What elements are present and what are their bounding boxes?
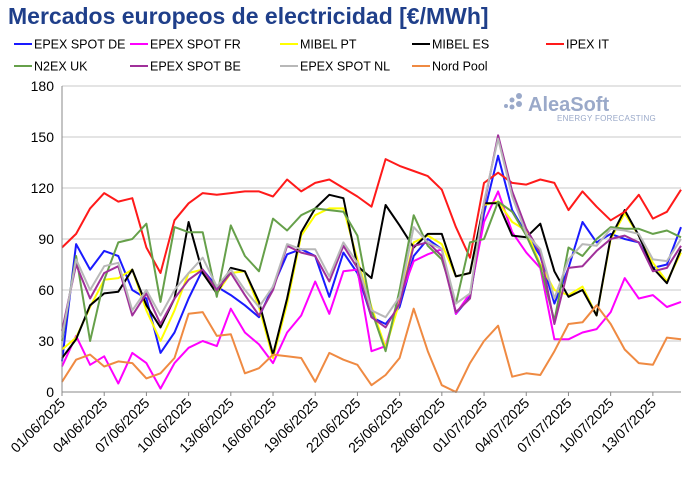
y-tick-label: 0 bbox=[46, 384, 54, 400]
legend-label: EPEX SPOT DE bbox=[34, 38, 125, 52]
y-tick-label: 120 bbox=[31, 180, 55, 196]
legend-label: EPEX SPOT BE bbox=[150, 60, 241, 74]
series-line bbox=[61, 304, 682, 393]
legend: EPEX SPOT DE EPEX SPOT FR MIBEL PT MIBEL ES… bbox=[14, 38, 609, 74]
legend-label: EPEX SPOT FR bbox=[150, 38, 241, 52]
watermark-brand: AleaSoft bbox=[528, 94, 609, 116]
watermark-logo: AleaSoft ENERGY FORECASTING bbox=[504, 93, 656, 123]
chart-title: Mercados europeos de electricidad [€/MWh… bbox=[8, 3, 489, 29]
axes bbox=[61, 86, 681, 393]
series-line bbox=[61, 137, 682, 338]
legend-label: MIBEL PT bbox=[300, 38, 357, 52]
legend-label: IPEX IT bbox=[566, 38, 609, 52]
legend-label: N2EX UK bbox=[34, 60, 88, 74]
series-line bbox=[61, 134, 682, 332]
series-line bbox=[61, 190, 682, 390]
y-tick-label: 60 bbox=[38, 282, 54, 298]
y-tick-label: 90 bbox=[38, 231, 54, 247]
series-line bbox=[61, 158, 682, 274]
legend-label: MIBEL ES bbox=[432, 38, 489, 52]
legend-label: Nord Pool bbox=[432, 60, 488, 74]
y-tick-label: 150 bbox=[31, 129, 55, 145]
series-line bbox=[61, 193, 682, 359]
watermark-tagline: ENERGY FORECASTING bbox=[557, 114, 656, 123]
aleasoft-dots-icon bbox=[504, 93, 522, 110]
y-axis-ticks: 0 30 60 90 120 150 180 bbox=[31, 78, 55, 400]
y-tick-label: 30 bbox=[38, 333, 54, 349]
series-lines bbox=[61, 134, 682, 393]
x-axis-ticks: 01/06/202504/06/202507/06/202510/06/2025… bbox=[7, 392, 659, 456]
y-tick-label: 180 bbox=[31, 78, 55, 94]
legend-label: EPEX SPOT NL bbox=[300, 60, 390, 74]
